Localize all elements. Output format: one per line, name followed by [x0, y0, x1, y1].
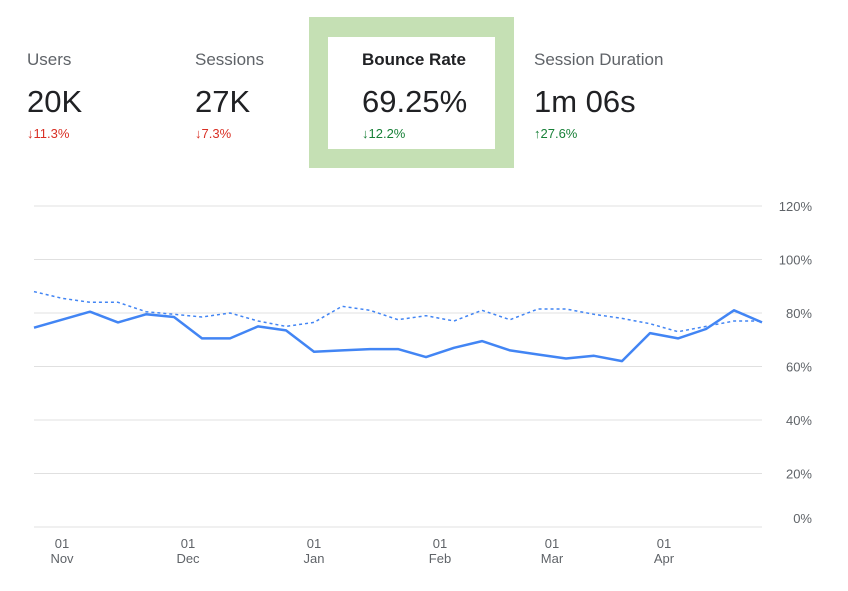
y-tick-label: 60% [786, 360, 812, 375]
metric-change-value: 11.3% [33, 126, 70, 141]
x-tick-month: Mar [541, 551, 564, 566]
x-tick-day: 01 [545, 536, 559, 551]
x-tick-day: 01 [433, 536, 447, 551]
series-lines [33, 290, 763, 363]
metric-value: 1m 06s [534, 84, 636, 119]
x-tick-day: 01 [307, 536, 321, 551]
y-tick-label: 20% [786, 467, 812, 482]
x-tick-day: 01 [55, 536, 69, 551]
y-tick-label: 40% [786, 413, 812, 428]
arrow-down-icon: ↓ [195, 126, 202, 141]
metric-change: ↓12.2% [362, 126, 405, 141]
x-tick-month: Dec [176, 551, 200, 566]
y-axis-tick-labels: 0% 20% 40% 60% 80% 100% 120% [779, 199, 813, 526]
metric-label: Session Duration [534, 50, 664, 69]
metric-change: ↓7.3% [195, 126, 231, 141]
x-tick-day: 01 [181, 536, 195, 551]
grid-lines [34, 205, 762, 528]
y-tick-label: 120% [779, 199, 813, 214]
x-tick-month: Feb [429, 551, 451, 566]
y-tick-label: 0% [793, 511, 812, 526]
x-tick-month: Apr [654, 551, 675, 566]
metric-change-value: 12.2% [368, 126, 406, 141]
metric-change: ↑27.6% [534, 126, 577, 141]
arrow-down-icon: ↓ [27, 126, 34, 141]
metric-label: Bounce Rate [362, 50, 466, 69]
metric-value: 69.25% [362, 84, 468, 119]
x-tick-day: 01 [657, 536, 671, 551]
arrow-up-icon: ↑ [534, 126, 541, 141]
metric-change-value: 7.3% [201, 126, 232, 141]
metric-label: Sessions [195, 50, 264, 69]
x-tick-month: Nov [50, 551, 74, 566]
y-tick-label: 80% [786, 306, 812, 321]
y-tick-label: 100% [779, 253, 813, 268]
metric-label: Users [27, 50, 72, 69]
metric-value: 27K [195, 84, 251, 119]
x-tick-month: Jan [304, 551, 325, 566]
arrow-down-icon: ↓ [362, 126, 369, 141]
metric-value: 20K [27, 84, 83, 119]
metric-change-value: 27.6% [540, 126, 578, 141]
series-line-current [33, 309, 763, 363]
selected-metric-card[interactable] [328, 37, 495, 149]
metric-change: ↓11.3% [27, 126, 69, 141]
series-line-previous [33, 290, 762, 333]
